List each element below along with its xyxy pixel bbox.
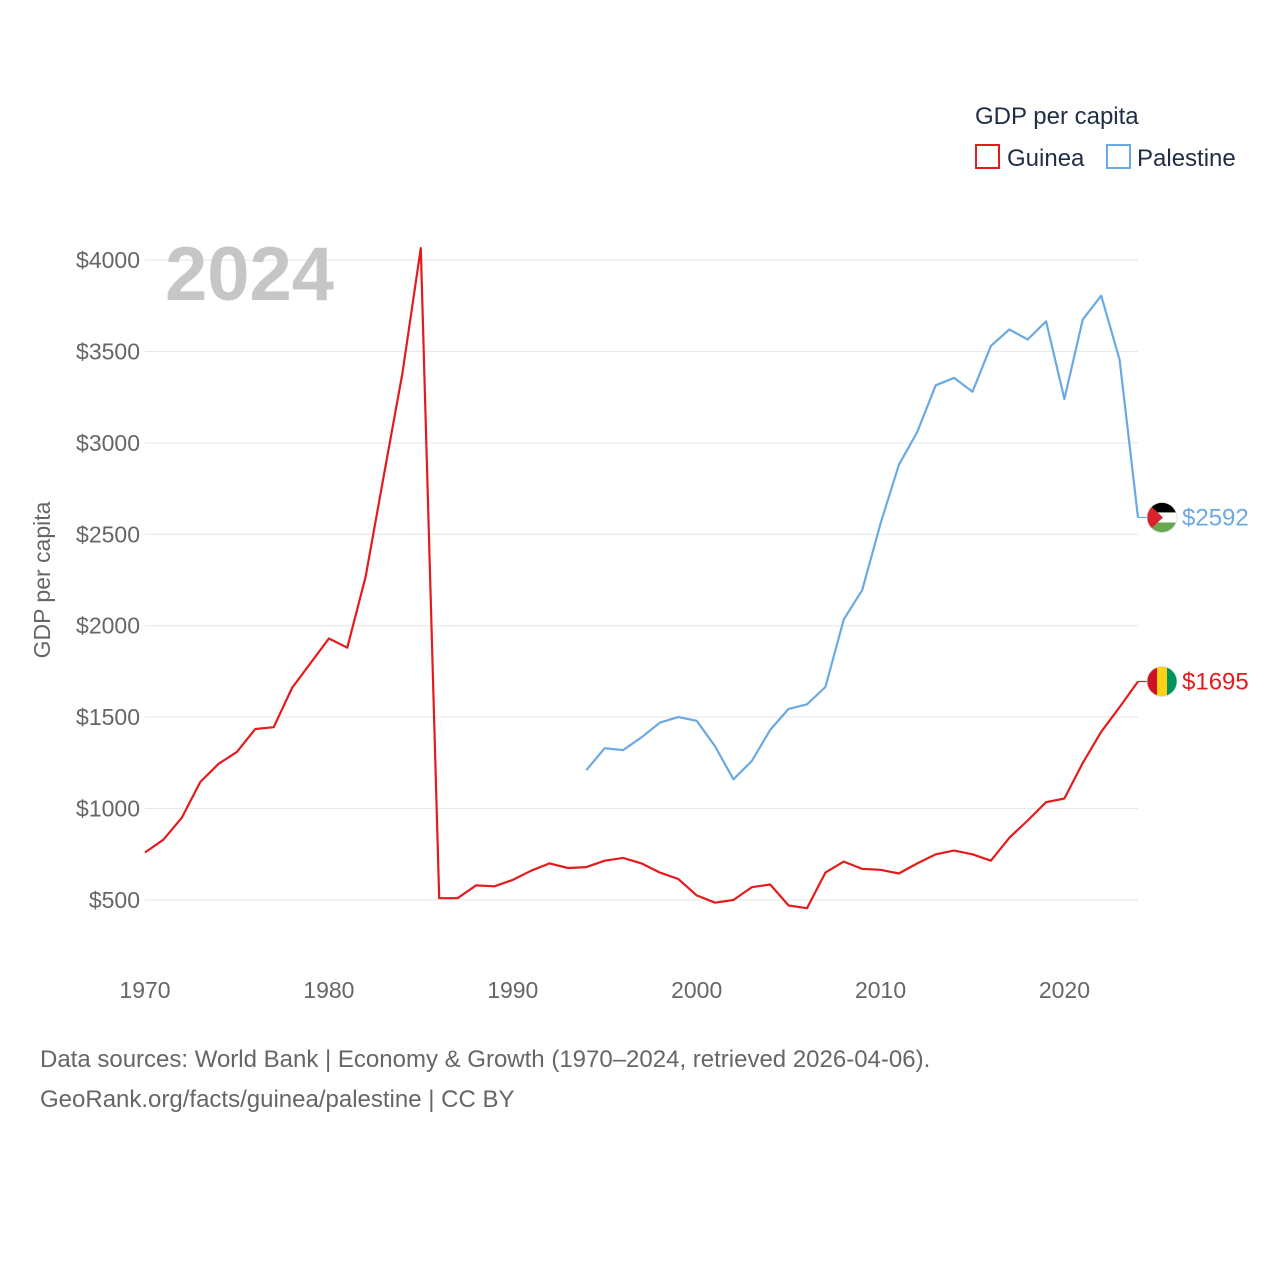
y-tick-label: $1500 (76, 704, 140, 730)
y-tick-label: $2500 (76, 521, 140, 547)
series-line-guinea[interactable] (144, 247, 1139, 910)
x-tick-label: 2020 (1039, 977, 1090, 1003)
y-tick-label: $2000 (76, 613, 140, 639)
legend-swatch-guinea[interactable] (975, 144, 1000, 169)
footer-link[interactable]: GeoRank.org/facts/guinea/palestine | CC … (40, 1086, 515, 1113)
end-value-label-guinea: $1695 (1182, 668, 1249, 695)
legend: GDP per capita Guinea Palestine (975, 103, 1236, 172)
grid-lines (145, 259, 1138, 901)
x-tick-label: 1970 (119, 977, 170, 1003)
x-tick-label: 2000 (671, 977, 722, 1003)
x-axis-ticks: 1970 1980 1990 2000 2010 2020 (119, 977, 1090, 1003)
x-tick-label: 1980 (303, 977, 354, 1003)
y-axis-ticks: $500 $1000 $1500 $2000 $2500 $3000 $3500 $4000 (76, 247, 140, 913)
current-year-label: 2024 (165, 232, 334, 317)
x-tick-label: 2010 (855, 977, 906, 1003)
series-end-markers: $1695 $2592 (1138, 502, 1249, 697)
legend-title: GDP per capita (975, 103, 1139, 130)
y-axis-label: GDP per capita (29, 501, 55, 658)
series-lines (144, 247, 1140, 910)
footer-sources: Data sources: World Bank | Economy & Gro… (40, 1046, 931, 1073)
y-tick-label: $3500 (76, 338, 140, 364)
y-tick-label: $1000 (76, 796, 140, 822)
legend-swatch-palestine[interactable] (1106, 144, 1131, 169)
y-tick-label: $3000 (76, 430, 140, 456)
palestine-flag-icon (1146, 502, 1178, 533)
y-tick-label: $500 (89, 887, 140, 913)
series-line-palestine[interactable] (585, 294, 1140, 781)
legend-label-guinea[interactable]: Guinea (1007, 145, 1085, 172)
guinea-flag-icon (1146, 666, 1178, 697)
y-tick-label: $4000 (76, 247, 140, 273)
footer: Data sources: World Bank | Economy & Gro… (40, 1040, 1240, 1120)
end-value-label-palestine: $2592 (1182, 504, 1249, 531)
legend-label-palestine[interactable]: Palestine (1137, 145, 1236, 172)
x-tick-label: 1990 (487, 977, 538, 1003)
